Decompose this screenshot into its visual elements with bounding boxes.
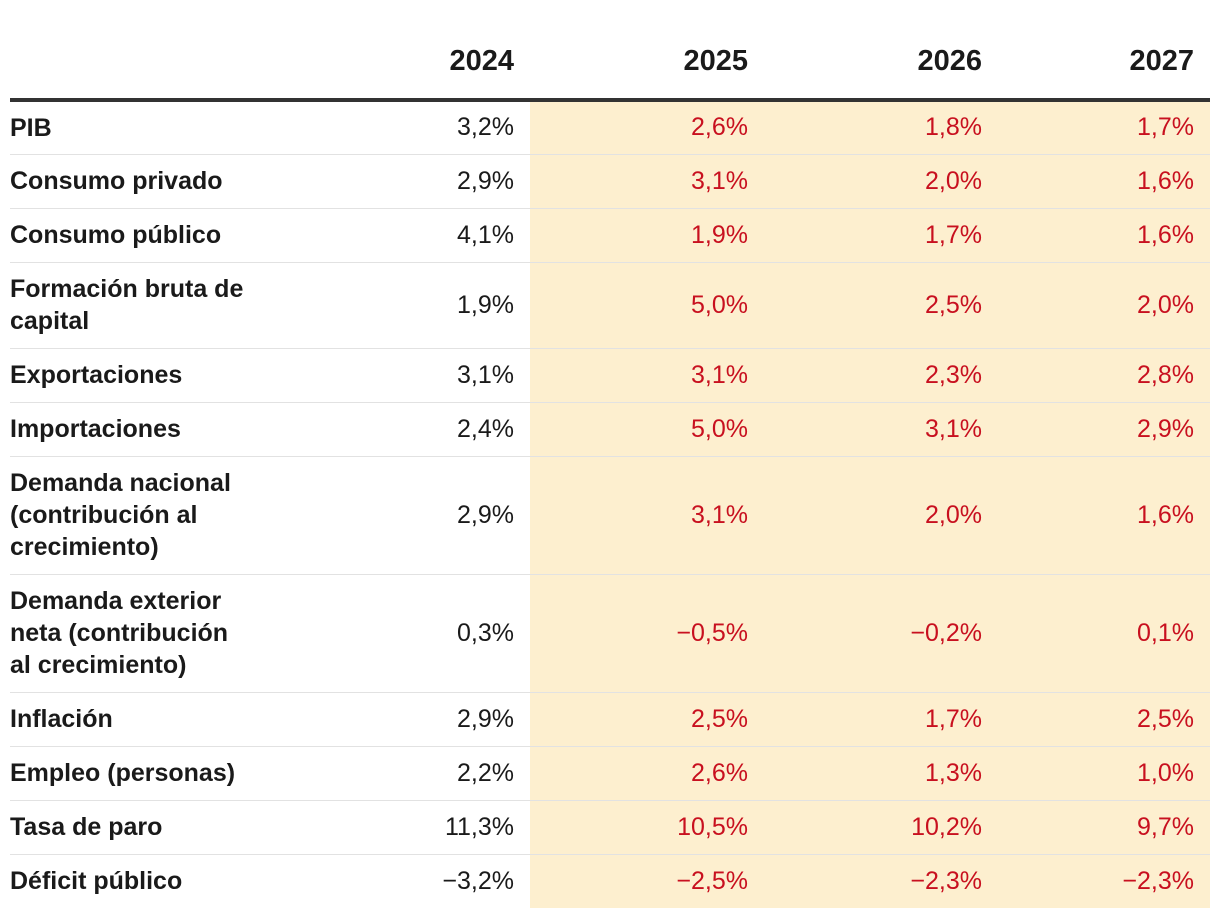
forecast-table: 2024 2025 2026 2027 PIB 3,2% 2,6% 1,8% 1… [10,0,1210,908]
table-row: Déficit público −3,2% −2,5% −2,3% −2,3% [10,854,1210,908]
cell-2027: 2,8% [998,348,1210,403]
row-label: Exportaciones [10,348,270,403]
cell-2027: 1,6% [998,208,1210,263]
cell-2024: 3,1% [270,348,530,403]
cell-2026: 1,3% [764,746,998,801]
row-label: Demanda exterior neta (contribución al c… [10,574,270,693]
cell-2025: 2,6% [530,746,764,801]
table-row: Exportaciones 3,1% 3,1% 2,3% 2,8% [10,348,1210,403]
row-label: Tasa de paro [10,800,270,855]
cell-2025: −2,5% [530,854,764,908]
cell-2025: 2,5% [530,692,764,747]
row-label: PIB [10,100,270,155]
cell-2026: −0,2% [764,574,998,693]
cell-2027: 2,9% [998,402,1210,457]
cell-2024: 11,3% [270,800,530,855]
cell-2024: 2,2% [270,746,530,801]
cell-2026: 1,7% [764,692,998,747]
cell-2026: 2,0% [764,456,998,575]
cell-2027: −2,3% [998,854,1210,908]
table-row: Demanda nacional (contribución al crecim… [10,456,1210,575]
table-row: PIB 3,2% 2,6% 1,8% 1,7% [10,100,1210,155]
cell-2025: 2,6% [530,100,764,155]
cell-2025: 3,1% [530,154,764,209]
table-row: Consumo privado 2,9% 3,1% 2,0% 1,6% [10,154,1210,209]
cell-2027: 1,6% [998,456,1210,575]
forecast-table-container: 2024 2025 2026 2027 PIB 3,2% 2,6% 1,8% 1… [10,0,1210,908]
cell-2024: 4,1% [270,208,530,263]
cell-2027: 1,6% [998,154,1210,209]
cell-2026: 3,1% [764,402,998,457]
header-row: 2024 2025 2026 2027 [10,0,1210,102]
table-body: PIB 3,2% 2,6% 1,8% 1,7% Consumo privado … [10,100,1210,908]
row-label: Consumo público [10,208,270,263]
cell-2027: 2,0% [998,262,1210,349]
table-row: Consumo público 4,1% 1,9% 1,7% 1,6% [10,208,1210,263]
header-2027: 2027 [998,0,1210,102]
header-2024: 2024 [270,0,530,102]
row-label: Déficit público [10,867,183,896]
cell-2026: 1,8% [764,100,998,155]
row-label: Empleo (personas) [10,746,270,801]
cell-2025: −0,5% [530,574,764,693]
header-2026: 2026 [764,0,998,102]
cell-2025: 5,0% [530,262,764,349]
cell-2026: −2,3% [764,854,998,908]
cell-2024: 2,9% [270,154,530,209]
cell-2024: −3,2% [442,866,514,895]
cell-2025: 10,5% [530,800,764,855]
cell-2024: 0,3% [270,574,530,693]
cell-2024: 1,9% [270,262,530,349]
cell-2025: 1,9% [530,208,764,263]
row-label: Importaciones [10,402,270,457]
cell-2027: 0,1% [998,574,1210,693]
table-row: Inflación 2,9% 2,5% 1,7% 2,5% [10,692,1210,747]
cell-2025: 3,1% [530,456,764,575]
cell-2025: 3,1% [530,348,764,403]
cell-2026: 2,3% [764,348,998,403]
table-row: Formación bruta de capital 1,9% 5,0% 2,5… [10,262,1210,349]
row-label: Formación bruta de capital [10,262,270,349]
cell-2024: 2,4% [270,402,530,457]
table-row: Tasa de paro 11,3% 10,5% 10,2% 9,7% [10,800,1210,855]
cell-2024: 2,9% [270,456,530,575]
cell-2027: 1,7% [998,100,1210,155]
cell-2027: 9,7% [998,800,1210,855]
cell-2026: 2,0% [764,154,998,209]
cell-2025: 5,0% [530,402,764,457]
cell-2027: 2,5% [998,692,1210,747]
header-2025: 2025 [530,0,764,102]
row-label: Inflación [10,692,270,747]
cell-2027: 1,0% [998,746,1210,801]
table-row: Demanda exterior neta (contribución al c… [10,574,1210,693]
table-row: Importaciones 2,4% 5,0% 3,1% 2,9% [10,402,1210,457]
cell-2024: 2,9% [270,692,530,747]
row-label: Consumo privado [10,154,270,209]
cell-2026: 2,5% [764,262,998,349]
cell-2026: 10,2% [764,800,998,855]
cell-2024: 3,2% [270,100,530,155]
row-label: Demanda nacional (contribución al crecim… [10,456,270,575]
table-row: Empleo (personas) 2,2% 2,6% 1,3% 1,0% [10,746,1210,801]
header-label-cell [10,0,270,102]
cell-2026: 1,7% [764,208,998,263]
